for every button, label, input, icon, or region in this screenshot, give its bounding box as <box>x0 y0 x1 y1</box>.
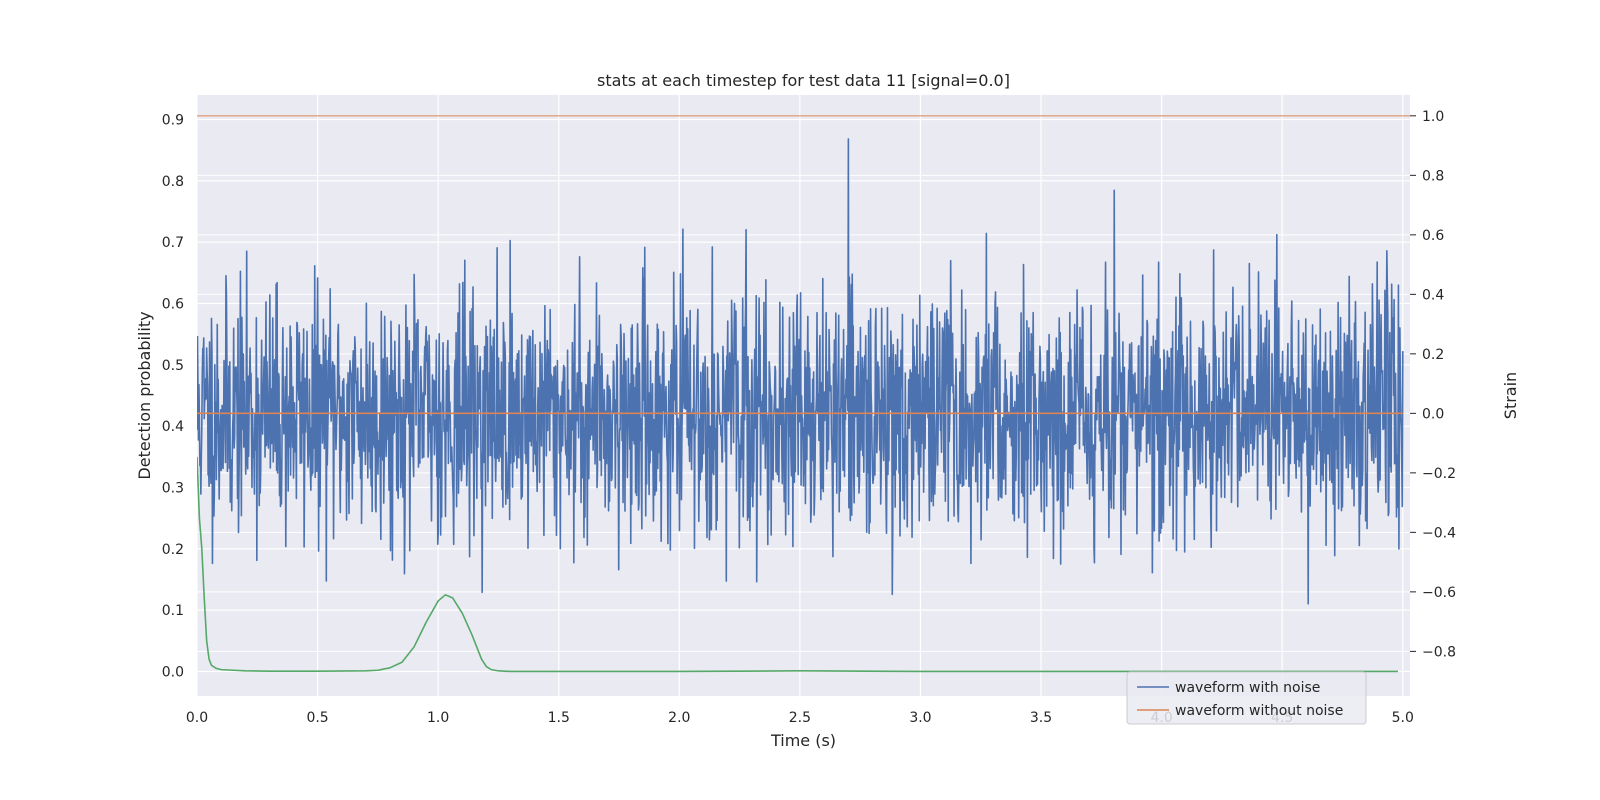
legend: waveform with noise waveform without noi… <box>1126 671 1367 725</box>
x-tick-label: 1.5 <box>548 710 570 726</box>
x-tick-label: 2.0 <box>668 710 690 726</box>
x-tick-label: 3.5 <box>1030 710 1052 726</box>
y-tick-label: 0.7 <box>162 235 184 251</box>
y2-tick-label: 1.0 <box>1422 109 1444 125</box>
ticks: 0.00.51.01.52.02.53.03.54.04.55.00.00.10… <box>162 109 1456 726</box>
x-tick-label: 2.5 <box>789 710 811 726</box>
y2-tick-label: −0.6 <box>1422 585 1456 601</box>
y-axis-title: Detection probability <box>135 311 154 479</box>
y2-tick-label: 0.2 <box>1422 347 1444 363</box>
legend-box <box>1126 671 1367 725</box>
y2-tick-label: 0.8 <box>1422 168 1444 184</box>
legend-label-waveform-without-noise: waveform without noise <box>1175 703 1343 719</box>
chart-title: stats at each timestep for test data 11 … <box>597 71 1010 90</box>
x-tick-label: 0.0 <box>186 710 208 726</box>
y-tick-label: 0.2 <box>162 542 184 558</box>
legend-label-waveform-with-noise: waveform with noise <box>1175 680 1320 696</box>
series-layer <box>197 115 1410 673</box>
x-tick-label: 0.5 <box>306 710 328 726</box>
y-tick-label: 0.3 <box>162 480 184 496</box>
y-tick-label: 0.0 <box>162 664 184 680</box>
y-tick-label: 0.1 <box>162 603 184 619</box>
y2-tick-label: 0.6 <box>1422 228 1444 244</box>
y-tick-label: 0.4 <box>162 419 184 435</box>
y2-tick-label: −0.2 <box>1422 466 1456 482</box>
y2-tick-label: −0.8 <box>1422 644 1456 660</box>
x-tick-label: 3.0 <box>909 710 931 726</box>
series-line-2 <box>197 456 1398 673</box>
x-tick-label: 1.0 <box>427 710 449 726</box>
series-line-0 <box>197 138 1404 605</box>
y2-tick-label: 0.0 <box>1422 406 1444 422</box>
x-tick-label: 5.0 <box>1392 710 1414 726</box>
y-tick-label: 0.9 <box>162 113 184 129</box>
y2-axis-title: Strain <box>1501 372 1520 419</box>
y2-tick-label: 0.4 <box>1422 287 1444 303</box>
y-tick-label: 0.6 <box>162 297 184 313</box>
y2-tick-label: −0.4 <box>1422 525 1456 541</box>
y-tick-label: 0.5 <box>162 358 184 374</box>
y-tick-label: 0.8 <box>162 174 184 190</box>
x-axis-title: Time (s) <box>770 731 836 750</box>
